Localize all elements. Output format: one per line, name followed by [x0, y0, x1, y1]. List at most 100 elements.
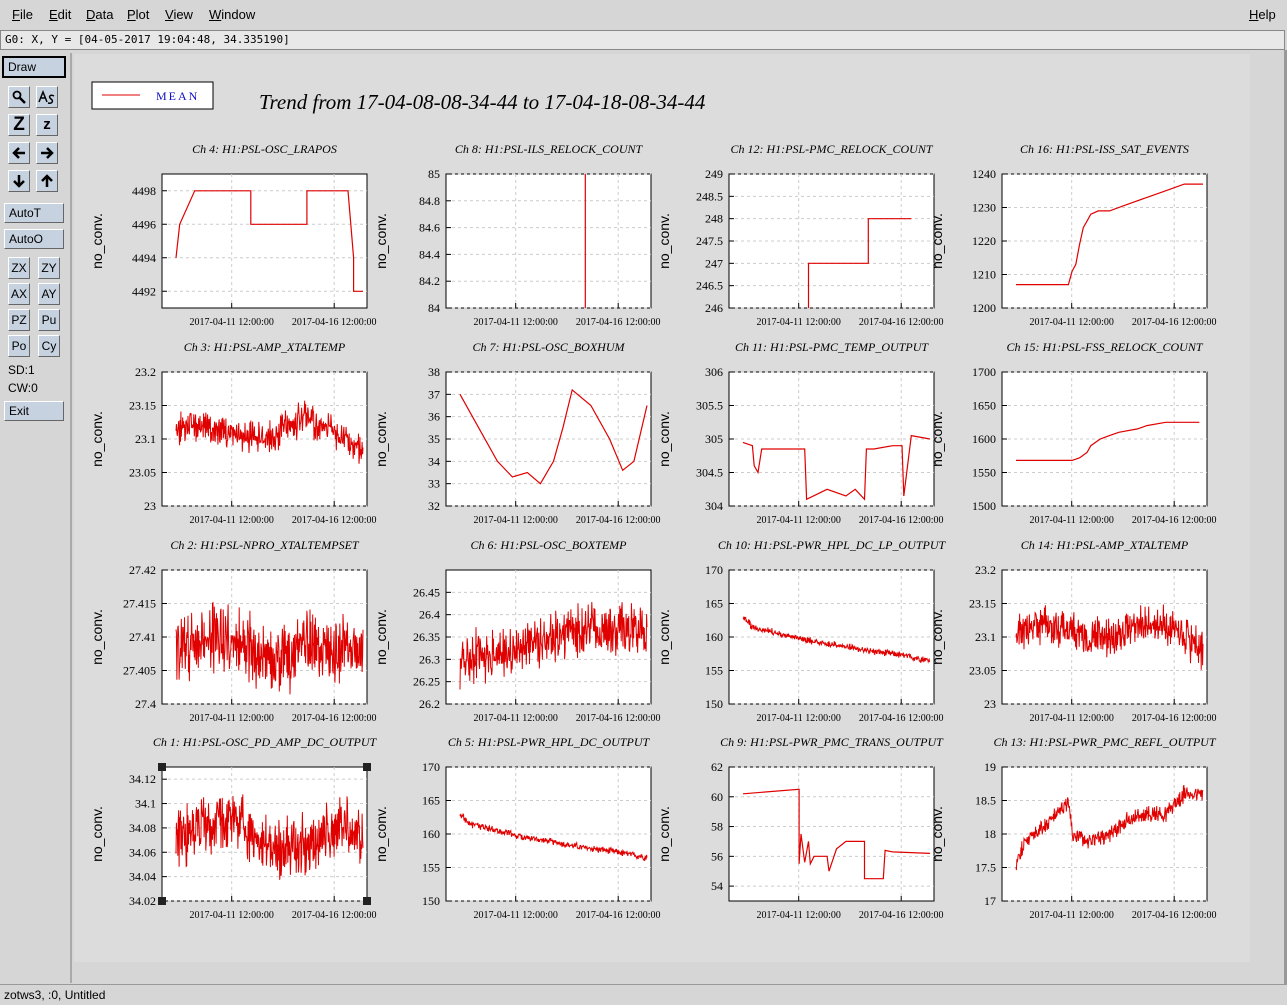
menu-help[interactable]: Help — [1249, 7, 1276, 22]
menu-window[interactable]: Window — [209, 7, 256, 22]
chart-13[interactable]: Ch 1: H1:PSL-OSC_PD_AMP_DC_OUTPUT 34.02 34… — [89, 735, 377, 921]
y-tick-label: 23.15 — [129, 399, 156, 413]
x-tick-label: 2017-04-16 12:00:00 — [1132, 713, 1217, 724]
series-line-mean — [175, 794, 364, 880]
y-tick-label: 1600 — [972, 432, 996, 446]
zy-button[interactable]: ZY — [38, 257, 60, 279]
ay-button[interactable]: AY — [38, 283, 60, 305]
y-tick-label: 84 — [428, 301, 440, 315]
pz-button[interactable]: PZ — [8, 309, 30, 331]
y-tick-label: 27.415 — [123, 597, 156, 611]
x-tick-label: 2017-04-16 12:00:00 — [859, 713, 944, 724]
exit-button[interactable]: Exit — [4, 401, 64, 421]
menu-edit[interactable]: Edit — [49, 7, 72, 22]
y-tick-label: 84.8 — [419, 194, 440, 208]
y-tick-label: 34.02 — [129, 894, 156, 908]
y-tick-label: 249 — [705, 167, 723, 181]
selection-handle — [158, 763, 166, 771]
y-tick-label: 23.15 — [969, 597, 996, 611]
x-tick-label: 2017-04-16 12:00:00 — [1132, 910, 1217, 921]
chart-12[interactable]: Ch 14: H1:PSL-AMP_XTALTEMP 23 23.05 23.1 23.… — [929, 538, 1217, 724]
chart-15[interactable]: Ch 9: H1:PSL-PWR_PMC_TRANS_OUTPUT 54 56 58 6… — [656, 735, 944, 921]
pan-up-button[interactable] — [36, 170, 58, 192]
chart-title: Ch 11: H1:PSL-PMC_TEMP_OUTPUT — [735, 340, 929, 354]
y-tick-label: 165 — [705, 597, 723, 611]
plot-frame — [445, 173, 652, 309]
menu-data[interactable]: Data — [86, 7, 114, 22]
y-axis-label: no_conv. — [89, 609, 105, 665]
y-tick-label: 17.5 — [975, 861, 996, 875]
text-tool-button[interactable] — [36, 86, 58, 108]
menu-plot[interactable]: Plot — [127, 7, 150, 22]
menu-view[interactable]: View — [165, 7, 193, 22]
ax-button[interactable]: AX — [8, 283, 30, 305]
x-tick-label: 2017-04-11 12:00:00 — [474, 713, 558, 724]
chart-2[interactable]: Ch 8: H1:PSL-ILS_RELOCK_COUNT 84 84.2 84.4 8… — [373, 142, 661, 328]
x-tick-label: 2017-04-11 12:00:00 — [757, 910, 841, 921]
y-tick-label: 23.1 — [975, 630, 996, 644]
chart-title: Ch 6: H1:PSL-OSC_BOXTEMP — [471, 538, 628, 552]
y-tick-label: 54 — [711, 879, 723, 893]
magnify-icon — [12, 90, 26, 104]
plot-area[interactable]: MEAN Trend from 17-04-08-08-34-44 to 17-… — [74, 54, 1250, 962]
chart-10[interactable]: Ch 6: H1:PSL-OSC_BOXTEMP 26.2 26.25 26.3 26.… — [373, 538, 661, 724]
zx-button[interactable]: ZX — [8, 257, 30, 279]
chart-7[interactable]: Ch 11: H1:PSL-PMC_TEMP_OUTPUT 304 304.5 305… — [656, 340, 944, 526]
zoom-in-button[interactable]: Z — [8, 114, 30, 136]
y-tick-label: 247 — [705, 256, 723, 270]
y-axis-label: no_conv. — [373, 411, 389, 467]
x-tick-label: 2017-04-16 12:00:00 — [1132, 317, 1217, 328]
chart-16[interactable]: Ch 13: H1:PSL-PWR_PMC_REFL_OUTPUT 17 17.5 1… — [929, 735, 1217, 921]
y-tick-label: 4492 — [132, 284, 156, 298]
chart-11[interactable]: Ch 10: H1:PSL-PWR_HPL_DC_LP_OUTPUT 150 155… — [656, 538, 946, 724]
zoom-out-button[interactable]: z — [36, 114, 58, 136]
y-tick-label: 34.1 — [135, 797, 156, 811]
x-tick-label: 2017-04-16 12:00:00 — [576, 515, 661, 526]
x-tick-label: 2017-04-11 12:00:00 — [190, 515, 274, 526]
y-tick-label: 23.1 — [135, 432, 156, 446]
cy-button[interactable]: Cy — [38, 335, 60, 357]
coordinate-readout: G0: X, Y = [04-05-2017 19:04:48, 34.3351… — [0, 30, 1285, 50]
chart-title: Ch 12: H1:PSL-PMC_RELOCK_COUNT — [730, 142, 933, 156]
menu-file[interactable]: File — [12, 7, 33, 22]
selection-handle — [363, 763, 371, 771]
x-tick-label: 2017-04-16 12:00:00 — [859, 910, 944, 921]
y-tick-label: 4498 — [132, 184, 156, 198]
toolbox: Draw Z z AutoT AutoO ZX ZY AX AY PZ Pu P… — [0, 53, 72, 983]
chart-5[interactable]: Ch 3: H1:PSL-AMP_XTALTEMP 23 23.05 23.1 23.1… — [89, 340, 377, 526]
y-tick-label: 26.4 — [419, 608, 440, 622]
pan-left-button[interactable] — [8, 142, 30, 164]
chart-1[interactable]: Ch 4: H1:PSL-OSC_LRAPOS 4492 4494 4496 4498 2… — [89, 142, 377, 328]
x-tick-label: 2017-04-11 12:00:00 — [474, 317, 558, 328]
draw-button[interactable]: Draw — [2, 56, 66, 78]
y-tick-label: 1550 — [972, 466, 996, 480]
chart-6[interactable]: Ch 7: H1:PSL-OSC_BOXHUM 32 33 34 35 36 37 38 201… — [373, 340, 661, 526]
magnify-tool-button[interactable] — [8, 86, 30, 108]
y-axis-label: no_conv. — [373, 806, 389, 862]
chart-8[interactable]: Ch 15: H1:PSL-FSS_RELOCK_COUNT 1500 1550 16… — [929, 340, 1217, 526]
menubar: File Edit Data Plot View Window Help — [0, 0, 1287, 28]
y-tick-label: 85 — [428, 167, 440, 181]
pu-button[interactable]: Pu — [38, 309, 60, 331]
chart-3[interactable]: Ch 12: H1:PSL-PMC_RELOCK_COUNT 246 246.5 24… — [656, 142, 944, 328]
pan-right-button[interactable] — [36, 142, 58, 164]
x-tick-label: 2017-04-11 12:00:00 — [757, 713, 841, 724]
chart-title: Ch 16: H1:PSL-ISS_SAT_EVENTS — [1020, 142, 1189, 156]
autot-button[interactable]: AutoT — [4, 203, 64, 223]
y-tick-label: 1500 — [972, 499, 996, 513]
plot-canvas[interactable]: MEAN Trend from 17-04-08-08-34-44 to 17-… — [74, 54, 1250, 962]
po-button[interactable]: Po — [8, 335, 30, 357]
autoo-button[interactable]: AutoO — [4, 229, 64, 249]
chart-9[interactable]: Ch 2: H1:PSL-NPRO_XTALTEMPSET 27.4 27.405 2… — [89, 538, 377, 724]
x-tick-label: 2017-04-11 12:00:00 — [757, 515, 841, 526]
cw-label: CW:0 — [8, 381, 38, 395]
y-tick-label: 27.42 — [129, 563, 156, 577]
y-tick-label: 84.6 — [419, 221, 440, 235]
y-tick-label: 150 — [705, 697, 723, 711]
chart-4[interactable]: Ch 16: H1:PSL-ISS_SAT_EVENTS 1200 1210 1220… — [929, 142, 1217, 328]
y-axis-label: no_conv. — [656, 411, 672, 467]
chart-14[interactable]: Ch 5: H1:PSL-PWR_HPL_DC_OUTPUT 150 155 160 1… — [373, 735, 661, 921]
pan-down-button[interactable] — [8, 170, 30, 192]
series-line-mean — [459, 601, 648, 690]
y-tick-label: 34.12 — [129, 772, 156, 786]
